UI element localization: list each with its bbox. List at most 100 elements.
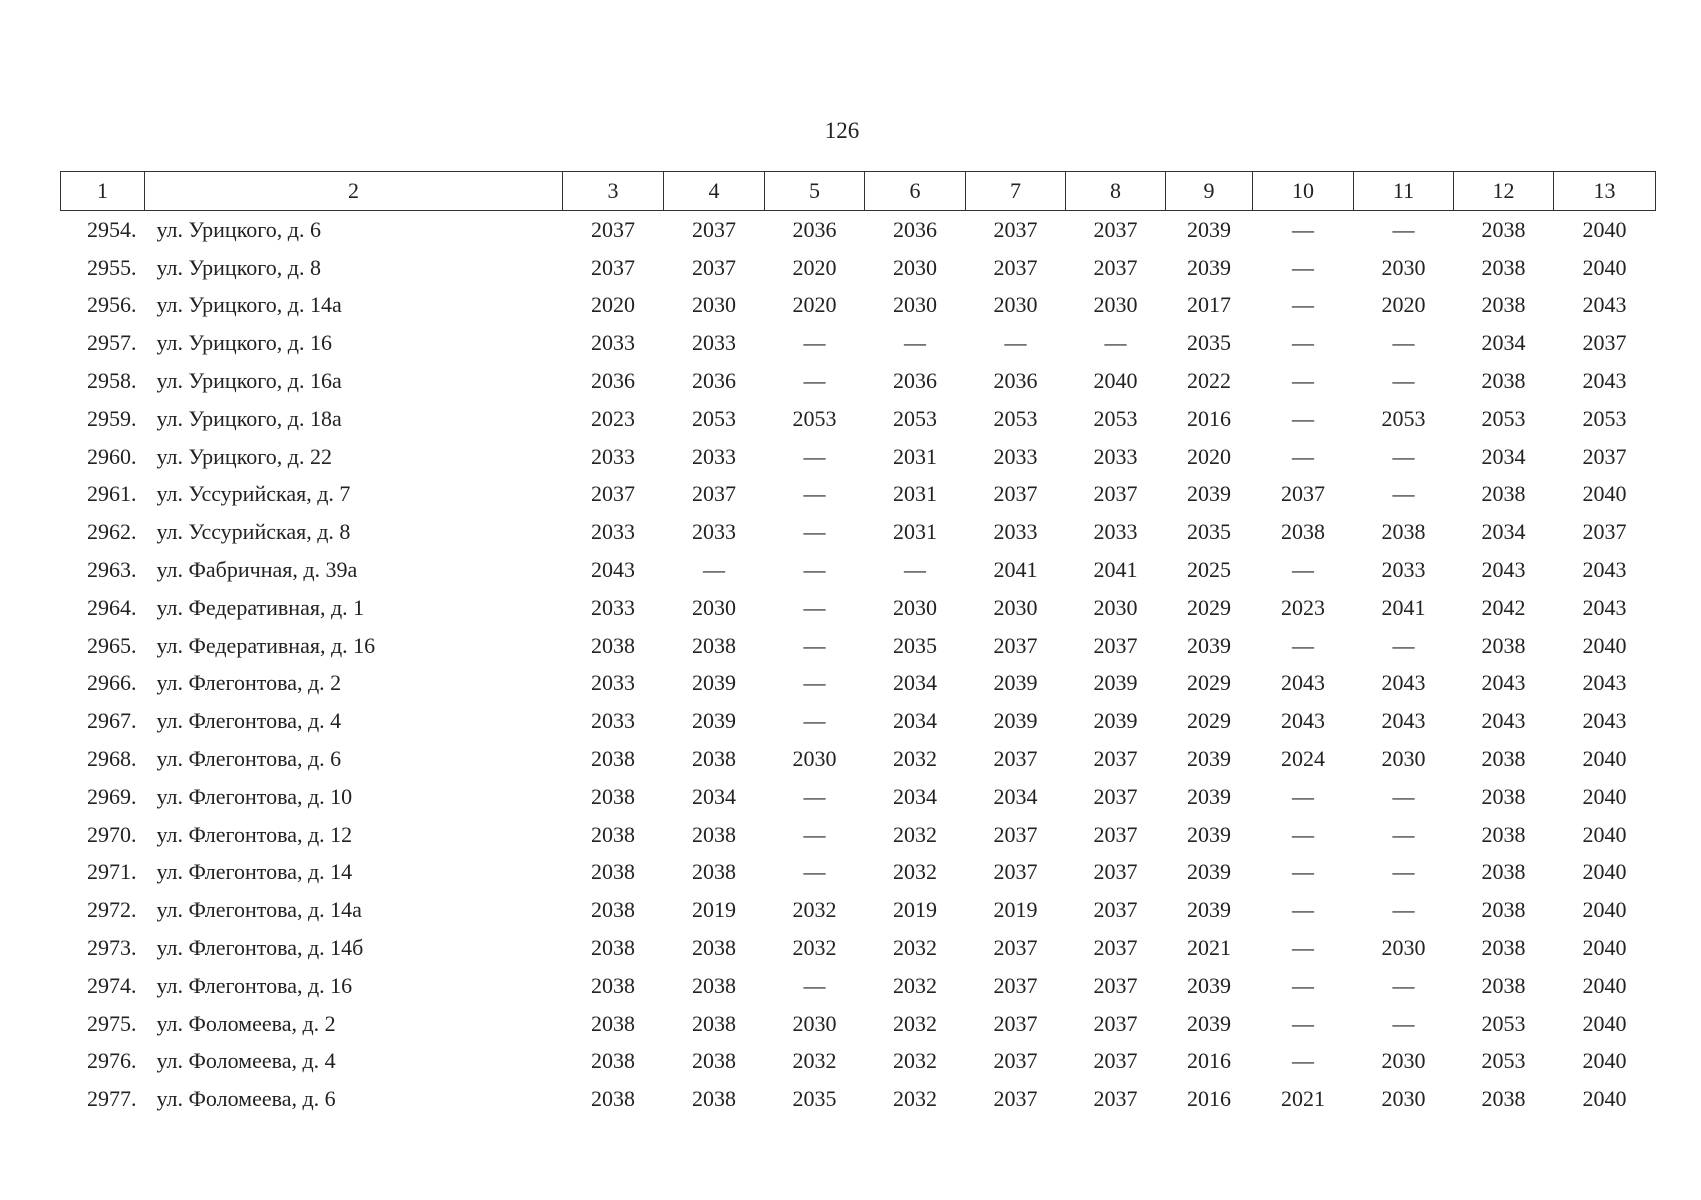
- year-cell: —: [1392, 368, 1415, 394]
- year-cell: 2037: [1093, 859, 1138, 885]
- address: ул. Фабричная, д. 39а: [156, 557, 358, 583]
- year-cell: 2031: [893, 443, 937, 469]
- year-cell: 2038: [1481, 859, 1526, 885]
- year-cell: 2038: [692, 859, 736, 885]
- year-cell: 2029: [1187, 594, 1231, 620]
- year-cell: 2020: [792, 254, 837, 280]
- year-cell: 2034: [1481, 443, 1526, 469]
- year-cell: —: [803, 368, 826, 394]
- address: ул. Урицкого, д. 16а: [156, 368, 342, 394]
- row-number: 2973.: [87, 935, 137, 961]
- row-number: 2970.: [87, 821, 137, 847]
- year-cell: 2037: [1093, 1048, 1138, 1074]
- year-cell: 2037: [993, 632, 1038, 658]
- year-cell: 2030: [993, 292, 1038, 318]
- year-cell: 2033: [591, 519, 635, 545]
- address: ул. Уссурийская, д. 7: [156, 481, 351, 507]
- year-cell: 2043: [1281, 670, 1325, 696]
- year-cell: 2038: [591, 632, 635, 658]
- table-row: 2965. ул. Федеративная, д. 16 2038 2038 — 203…: [61, 627, 1656, 665]
- address: ул. Урицкого, д. 8: [156, 254, 321, 280]
- year-cell: 2039: [1187, 216, 1231, 242]
- year-cell: 2039: [1187, 481, 1231, 507]
- header-cell: 8: [1065, 171, 1166, 211]
- year-cell: 2038: [591, 1010, 635, 1036]
- year-cell: 2038: [591, 783, 635, 809]
- year-cell: 2032: [893, 935, 937, 961]
- address: ул. Флегонтова, д. 10: [156, 783, 353, 809]
- year-cell: 2038: [692, 632, 736, 658]
- year-cell: 2021: [1281, 1086, 1325, 1112]
- year-cell: 2039: [1187, 821, 1231, 847]
- year-cell: 2039: [1093, 670, 1138, 696]
- address: ул. Федеративная, д. 1: [156, 594, 365, 620]
- year-cell: 2038: [1481, 292, 1526, 318]
- year-cell: 2038: [591, 1048, 635, 1074]
- year-cell: 2038: [1481, 632, 1526, 658]
- year-cell: 2037: [591, 216, 635, 242]
- year-cell: 2037: [591, 254, 635, 280]
- year-cell: —: [1392, 859, 1415, 885]
- year-cell: 2036: [591, 368, 635, 394]
- year-cell: —: [1292, 557, 1314, 583]
- year-cell: 2043: [1481, 708, 1526, 734]
- year-cell: 2038: [1481, 254, 1526, 280]
- row-number: 2977.: [87, 1086, 137, 1112]
- year-cell: 2023: [1281, 594, 1325, 620]
- year-cell: 2036: [993, 368, 1038, 394]
- address: ул. Уссурийская, д. 8: [156, 519, 351, 545]
- year-cell: 2040: [1582, 1048, 1627, 1074]
- year-cell: 2030: [1093, 594, 1138, 620]
- year-cell: 2040: [1582, 783, 1627, 809]
- year-cell: —: [1292, 405, 1314, 431]
- year-cell: 2043: [591, 557, 635, 583]
- year-cell: 2030: [893, 254, 937, 280]
- year-cell: 2035: [1187, 330, 1231, 356]
- year-cell: 2040: [1582, 1086, 1627, 1112]
- year-cell: —: [1392, 632, 1415, 658]
- year-cell: 2053: [1582, 405, 1627, 431]
- table-row: 2966. ул. Флегонтова, д. 2 2033 2039 — 2034 20…: [61, 665, 1656, 703]
- address: ул. Флегонтова, д. 14б: [156, 935, 364, 961]
- year-cell: 2030: [893, 594, 937, 620]
- year-cell: 2038: [692, 746, 736, 772]
- table-row: 2956. ул. Урицкого, д. 14а 2020 2030 2020 203…: [61, 287, 1656, 325]
- year-cell: 2032: [893, 746, 937, 772]
- header-row: 1 2 3 4 5 6 7 8 9 10 11 12 13: [60, 171, 1656, 211]
- year-cell: 2033: [591, 594, 635, 620]
- year-cell: 2041: [993, 557, 1038, 583]
- year-cell: 2038: [591, 746, 635, 772]
- year-cell: 2037: [1093, 821, 1138, 847]
- year-cell: 2038: [1481, 897, 1526, 923]
- year-cell: 2029: [1187, 670, 1231, 696]
- year-cell: 2016: [1187, 1048, 1231, 1074]
- page-number: 126: [824, 118, 860, 143]
- table-row: 2961. ул. Уссурийская, д. 7 2037 2037 — 2031 2…: [61, 476, 1656, 514]
- year-cell: 2036: [792, 216, 837, 242]
- year-cell: 2039: [1187, 972, 1231, 998]
- header-cell: 12: [1453, 171, 1554, 211]
- year-cell: —: [1104, 330, 1127, 356]
- address: ул. Урицкого, д. 18а: [156, 405, 342, 431]
- address: ул. Флегонтова, д. 6: [156, 746, 342, 772]
- year-cell: 2033: [1093, 519, 1138, 545]
- header-cell: 10: [1252, 171, 1354, 211]
- year-cell: —: [803, 632, 826, 658]
- year-cell: —: [803, 708, 826, 734]
- address: ул. Урицкого, д. 14а: [156, 292, 342, 318]
- table-row: 2957. ул. Урицкого, д. 16 2033 2033 — — — — 2035…: [61, 324, 1656, 362]
- year-cell: —: [1292, 254, 1314, 280]
- year-cell: 2039: [1187, 783, 1231, 809]
- year-cell: 2038: [1481, 746, 1526, 772]
- year-cell: 2038: [1381, 519, 1426, 545]
- year-cell: —: [803, 557, 826, 583]
- year-cell: 2033: [591, 330, 635, 356]
- year-cell: 2037: [993, 859, 1038, 885]
- year-cell: 2043: [1582, 557, 1627, 583]
- table-row: 2972. ул. Флегонтова, д. 14а 2038 2019 2032 2…: [61, 891, 1656, 929]
- year-cell: 2020: [1187, 443, 1231, 469]
- year-cell: 2038: [692, 821, 736, 847]
- year-cell: 2053: [893, 405, 937, 431]
- year-cell: —: [1392, 330, 1415, 356]
- year-cell: —: [1292, 1048, 1314, 1074]
